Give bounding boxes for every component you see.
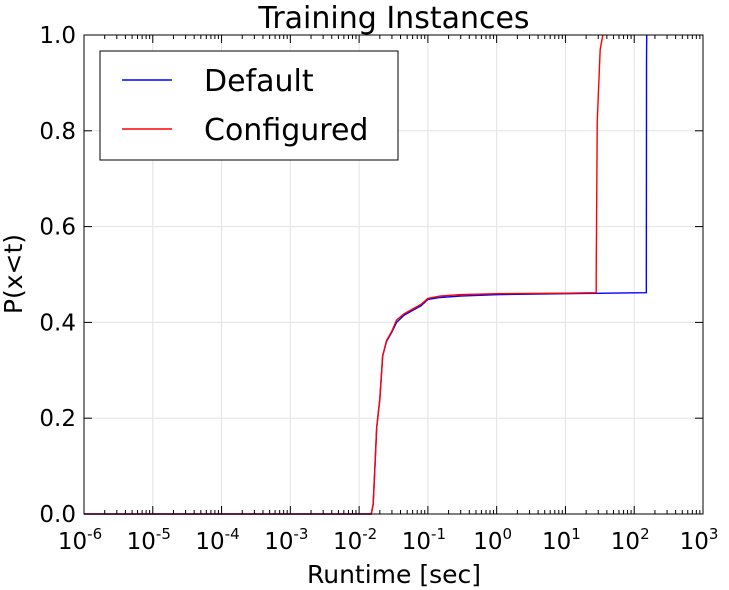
x-axis-label: Runtime [sec] [307,560,481,589]
y-tick-label: 0.2 [39,406,76,432]
y-tick-label: 0.8 [39,119,76,145]
tick-labels: 10-6 10-5 10-4 10-3 10-2 10-1 100 101 102 103 0.0 0… [39,23,718,555]
x-tick-label: 100 [473,525,512,555]
y-tick-label: 0.6 [39,215,76,241]
y-axis-label: P(x<t) [0,234,28,314]
plot-frame [83,34,704,515]
x-tick-label: 101 [542,525,581,555]
ticks [83,34,704,515]
x-tick-label: 10-5 [127,525,171,555]
x-tick-label: 103 [680,525,719,555]
x-tick-label: 102 [611,525,650,555]
x-tick-label: 10-3 [264,525,308,555]
plot-lines [84,34,648,515]
legend: Default Configured [99,50,399,161]
x-tick-label: 10-1 [402,525,446,555]
y-tick-label: 0.0 [39,502,76,528]
y-tick-label: 1.0 [39,23,76,49]
legend-label-default: Default [204,64,314,99]
series-line-configured [84,34,604,515]
chart-title: Training Instances [257,1,529,36]
x-tick-label: 10-4 [195,525,239,555]
legend-label-configured: Configured [204,113,368,148]
x-tick-label: 10-2 [333,525,377,555]
legend-box [99,50,399,161]
x-tick-label: 10-6 [58,525,102,555]
y-tick-label: 0.4 [39,310,76,336]
